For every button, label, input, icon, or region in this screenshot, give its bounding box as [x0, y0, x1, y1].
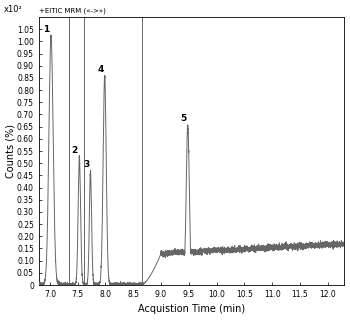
Text: +EITIC MRM («->»): +EITIC MRM («->») [39, 8, 106, 14]
Text: 1: 1 [43, 25, 49, 34]
Text: 2: 2 [71, 146, 78, 155]
Text: 4: 4 [97, 65, 104, 74]
Text: 3: 3 [83, 160, 89, 169]
X-axis label: Acquistion Time (min): Acquistion Time (min) [138, 304, 245, 315]
Text: x10²: x10² [4, 5, 22, 14]
Y-axis label: Counts (%): Counts (%) [6, 124, 15, 178]
Text: 5: 5 [180, 114, 187, 123]
